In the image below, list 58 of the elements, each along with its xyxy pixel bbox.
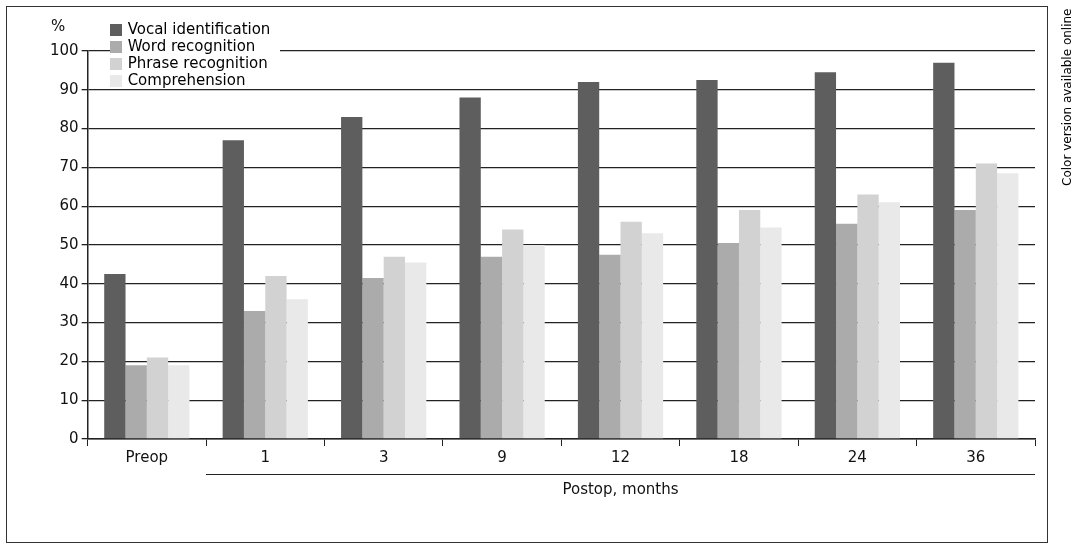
bar [502, 229, 524, 439]
y-tick-label: 40 [59, 273, 79, 292]
bar [696, 80, 718, 439]
x-tick-label: 1 [260, 447, 271, 466]
bar [577, 82, 600, 439]
x-tick-label: 9 [497, 447, 507, 466]
bar [954, 210, 976, 439]
y-tick-label: 60 [59, 196, 79, 215]
bar [878, 202, 900, 439]
y-tick-label: 30 [59, 312, 79, 331]
bar [738, 210, 761, 439]
bar [997, 173, 1019, 439]
x-tick-label: 3 [378, 447, 389, 466]
bar [523, 245, 545, 439]
legend-label: Word recognition [127, 37, 256, 55]
y-tick-label: 80 [59, 118, 79, 137]
bar [286, 299, 308, 439]
bar [341, 116, 363, 439]
x-tick-label: 18 [729, 447, 749, 466]
bar [405, 262, 427, 439]
x-tick-label: 12 [610, 447, 631, 466]
y-tick-label: 50 [59, 234, 79, 253]
x-tick-label: 36 [966, 447, 986, 466]
bar [104, 274, 126, 439]
bar [383, 256, 405, 439]
bar [265, 276, 287, 439]
bar [362, 277, 384, 439]
bar [814, 72, 837, 439]
y-tick-label: 90 [59, 79, 79, 98]
legend-label: Comprehension [127, 71, 246, 89]
bar [599, 254, 621, 439]
legend-label: Phrase recognition [127, 54, 268, 72]
bar [975, 163, 998, 439]
bar [222, 140, 244, 439]
y-tick-label: 0 [69, 428, 79, 447]
bar [717, 243, 739, 439]
x-tick-label: Preop [125, 447, 169, 466]
bar [480, 256, 503, 439]
y-tick-label: 20 [59, 351, 79, 370]
y-axis-title: % [51, 17, 66, 35]
x-axis-title: Postop, months [562, 480, 679, 498]
bar [243, 310, 266, 439]
bar [459, 97, 481, 439]
legend-label: Vocal identification [127, 20, 271, 38]
bar [146, 357, 169, 439]
bar [620, 221, 642, 439]
bar [933, 62, 955, 439]
bar [857, 194, 879, 439]
bar [836, 223, 858, 439]
y-tick-label: 70 [59, 157, 79, 176]
y-tick-label: 10 [59, 390, 79, 409]
y-tick-label: 100 [49, 40, 79, 59]
text: Color version available online [1060, 8, 1074, 186]
bar [168, 365, 190, 439]
bar [641, 233, 664, 439]
x-tick-label: 24 [847, 447, 867, 466]
bar [125, 365, 147, 439]
bar [760, 227, 782, 439]
